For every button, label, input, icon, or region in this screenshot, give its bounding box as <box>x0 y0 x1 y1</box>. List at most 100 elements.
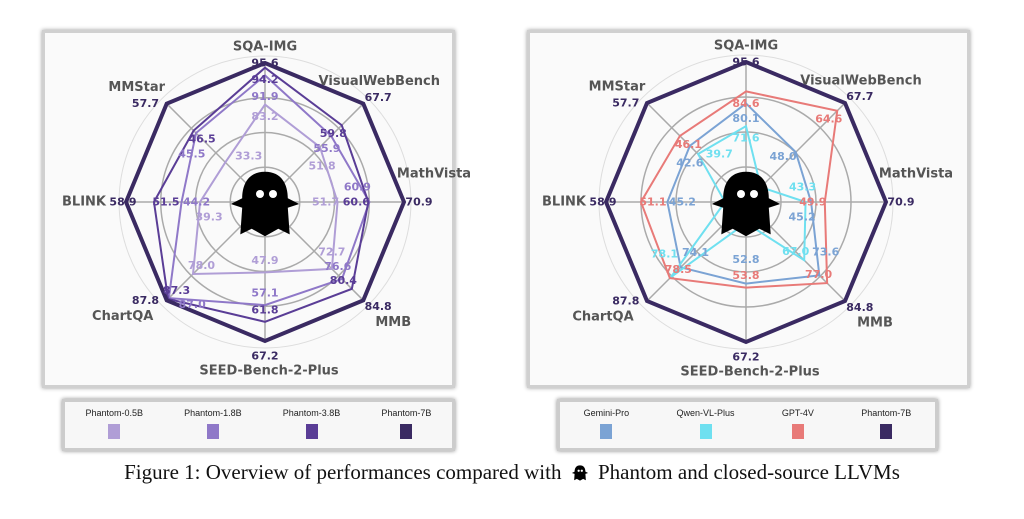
data-label: 58.9 <box>109 196 136 209</box>
data-label: 78.0 <box>188 259 215 272</box>
data-label: 80.4 <box>330 274 357 287</box>
data-label: 87.0 <box>179 298 206 311</box>
radar-chart-closed-source: SQA-IMG VisualWebBench MathVista MMB SEED-Be… <box>527 30 970 388</box>
series-phantom-7b <box>603 59 889 345</box>
data-label: 77.0 <box>805 268 832 281</box>
axis-label: VisualWebBench <box>800 74 921 89</box>
axis-label: MMB <box>857 315 893 330</box>
data-label: 53.8 <box>732 269 759 282</box>
series-phantom-3.8b <box>152 66 370 323</box>
figure-caption: Figure 1: Overview of performances compa… <box>0 460 1024 485</box>
data-label: 51.5 <box>152 196 179 209</box>
data-label: 83.2 <box>251 110 278 123</box>
data-label: 39.3 <box>196 211 223 224</box>
axis-label: ChartQA <box>572 309 633 324</box>
legend-swatch <box>880 424 893 439</box>
data-label: 43.3 <box>789 181 816 194</box>
grid-ring <box>598 54 894 350</box>
data-label: 51.8 <box>309 160 336 173</box>
axis-label: MathVista <box>879 167 953 182</box>
data-label: 47.9 <box>251 254 278 267</box>
data-label: 67.2 <box>732 351 759 364</box>
data-label: 51.1 <box>639 196 666 209</box>
axis-label: VisualWebBench <box>319 74 440 89</box>
data-label: 72.7 <box>318 245 345 258</box>
data-label: 57.7 <box>132 97 159 110</box>
legend-phantom: Phantom-0.5B Phantom-1.8B Phantom-3.8B Phan… <box>62 399 455 451</box>
data-label: 78.1 <box>651 247 678 260</box>
data-label: 60.9 <box>344 181 371 194</box>
axis-label: SQA-IMG <box>714 39 778 54</box>
legend-swatch <box>791 424 804 439</box>
legend-label: Phantom-1.8B <box>184 408 242 418</box>
axis-label: MMStar <box>108 80 165 95</box>
series-phantom-0.5b <box>191 103 339 276</box>
data-label: 71.6 <box>732 132 759 145</box>
axis-label: BLINK <box>542 195 587 210</box>
ghost-icon <box>711 171 781 237</box>
data-label: 84.6 <box>732 97 759 110</box>
ghost-eye <box>737 190 745 198</box>
caption-text-after: Phantom and closed-source LLVMs <box>597 460 900 484</box>
data-label: 59.8 <box>320 127 347 140</box>
axis-label: SQA-IMG <box>233 40 297 55</box>
axis-label: MMStar <box>589 80 646 95</box>
grid-ring <box>118 55 412 349</box>
ghost-eye <box>256 190 264 198</box>
legend-label: GPT-4V <box>781 408 814 418</box>
data-label: 57.7 <box>612 97 639 110</box>
axis-label: MathVista <box>397 167 471 182</box>
data-label: 49.9 <box>799 196 826 209</box>
data-label: 70.9 <box>405 196 432 209</box>
data-label: 95.6 <box>251 57 278 70</box>
data-label: 51.7 <box>312 196 339 209</box>
legend-item: Phantom-7B <box>381 408 431 439</box>
data-label: 61.8 <box>251 303 278 316</box>
legend-label: Phantom-7B <box>381 408 432 418</box>
legend-swatch <box>305 424 318 439</box>
data-label: 33.3 <box>235 149 262 162</box>
legend-item: Phantom-0.5B <box>86 408 143 439</box>
data-label: 76.6 <box>324 260 351 273</box>
radar-svg: SQA-IMG VisualWebBench MathVista MMB SEED-Be… <box>542 39 953 380</box>
legend-label: Gemini-Pro <box>583 408 630 418</box>
series-phantom-1.8b <box>167 74 371 307</box>
legend-label: Phantom-3.8B <box>282 408 341 418</box>
data-label: 91.9 <box>251 90 278 103</box>
data-label: 64.6 <box>815 113 842 126</box>
radar-svg: SQA-IMG VisualWebBench MathVista MMB SEED-Be… <box>62 40 471 379</box>
data-label: 74.1 <box>682 246 709 259</box>
data-label: 84.8 <box>365 300 392 313</box>
data-label: 42.6 <box>676 156 703 169</box>
data-label: 87.3 <box>163 284 190 297</box>
series-gemini-pro <box>666 102 821 285</box>
data-label: 39.7 <box>706 148 733 161</box>
legend-item: Phantom-7B <box>861 408 911 439</box>
data-label: 52.8 <box>732 253 759 266</box>
data-label: 95.6 <box>732 56 759 69</box>
legend-swatch <box>400 424 413 439</box>
legend-item: Phantom-1.8B <box>184 408 242 439</box>
legend-swatch <box>206 424 219 439</box>
ghost-eye <box>269 190 277 198</box>
series-gpt-4v <box>639 90 839 289</box>
legend-swatch <box>108 424 121 439</box>
legend-swatch <box>600 424 613 439</box>
data-label: 94.2 <box>251 73 278 86</box>
legend-item: GPT-4V <box>782 408 814 439</box>
data-label: 78.5 <box>665 263 692 276</box>
axis-label: ChartQA <box>92 309 153 324</box>
legend-swatch <box>699 424 712 439</box>
legend-closed-source: Gemini-Pro Qwen-VL-Plus GPT-4V Phantom-7B <box>557 399 938 451</box>
data-label: 58.9 <box>589 196 616 209</box>
legend-item: Qwen-VL-Plus <box>677 408 735 439</box>
data-label: 80.1 <box>732 112 759 125</box>
caption-text-before: Figure 1: Overview of performances compa… <box>124 460 562 484</box>
legend-label: Qwen-VL-Plus <box>676 408 735 418</box>
data-label: 46.5 <box>189 133 216 146</box>
series-phantom-7b <box>123 60 407 344</box>
data-label: 55.9 <box>313 142 340 155</box>
data-label: 84.8 <box>846 301 873 314</box>
data-label: 73.6 <box>812 245 839 258</box>
axis-label: SEED-Bench-2-Plus <box>199 364 339 379</box>
